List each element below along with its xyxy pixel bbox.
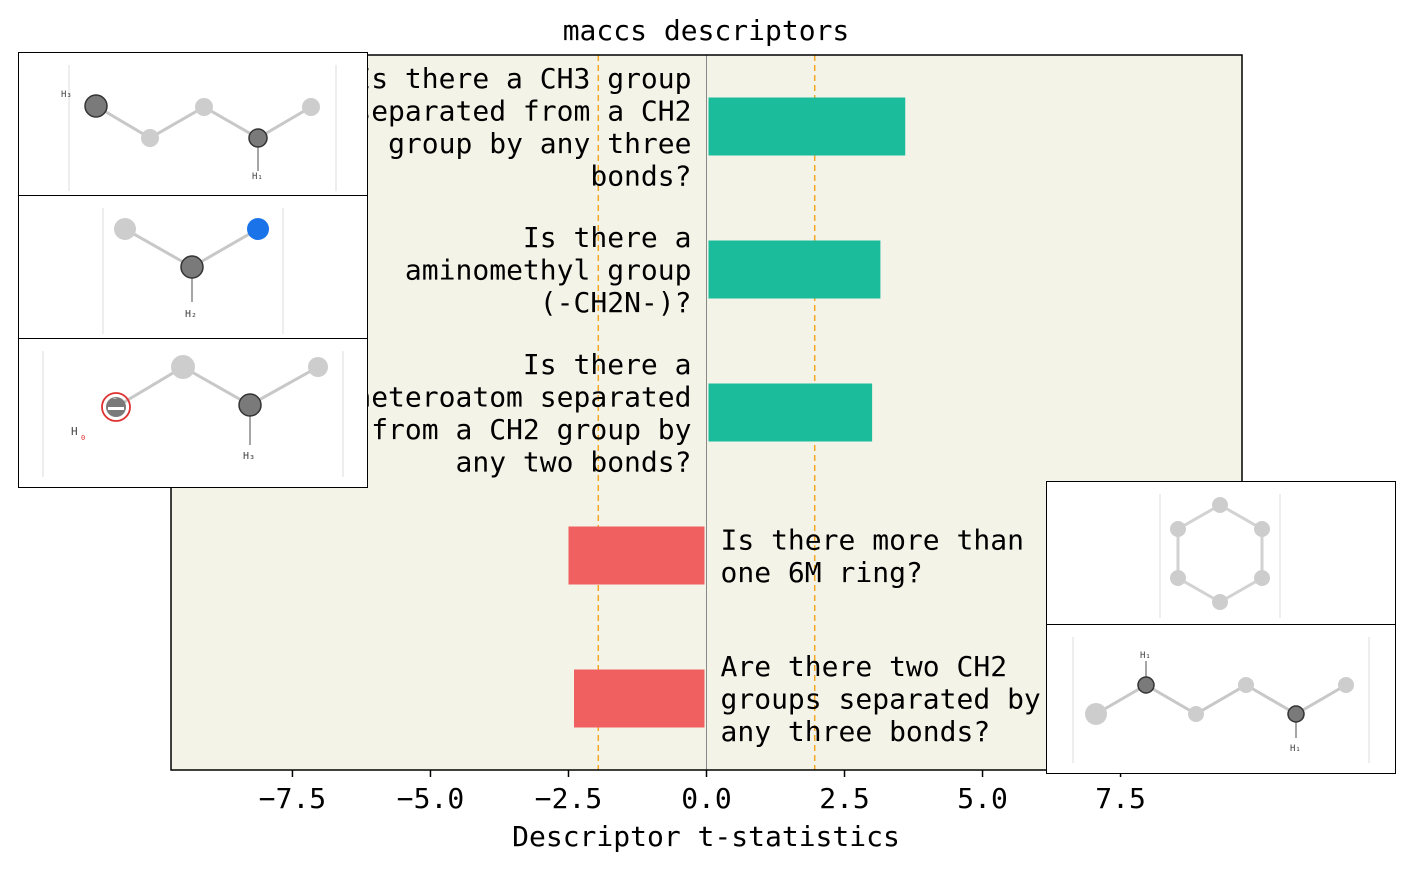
x-axis-label: Descriptor t-statistics (512, 820, 900, 853)
svg-text:H: H (71, 425, 78, 438)
molecule-image-2: H₂ (18, 195, 368, 339)
bar-2 (708, 240, 881, 299)
svg-text:H₂: H₂ (185, 309, 197, 320)
svg-text:−: − (113, 395, 117, 402)
x-tick-label-2: −5.0 (397, 782, 464, 815)
bar-label-2: Is there a aminomethyl group (-CH2N-)? (405, 221, 692, 319)
bars (568, 97, 906, 728)
bar-label-4: Is there more than one 6M ring? (721, 523, 1024, 589)
x-tick-label-5: 2.5 (819, 782, 870, 815)
molecule-image-1: H₃ H₁ (18, 52, 368, 196)
x-tick-label-7: 7.5 (1095, 782, 1146, 815)
x-tick-label-4: 0.0 (681, 782, 732, 815)
x-tick-label-6: 5.0 (957, 782, 1008, 815)
molecule-benzene-ring-icon (1159, 494, 1281, 618)
svg-text:H₁: H₁ (1290, 744, 1301, 754)
molecule-image-5: H₁ H₁ (1046, 624, 1396, 774)
bar-4 (568, 526, 705, 585)
bar-labels: Is there a CH3 group separated from a CH2… (354, 62, 1040, 748)
bar-5 (574, 669, 705, 728)
molecule-image-4 (1046, 481, 1396, 625)
molecule-two-ch2-three-bonds-icon: H₁ H₁ (1072, 637, 1370, 763)
threshold-lines (597, 55, 816, 770)
molecule-heteroatom-ch2-icon: H 0 H₃ − (42, 351, 344, 477)
bar-3 (708, 383, 873, 442)
bar-1 (708, 97, 906, 156)
x-tick-label-3: −2.5 (535, 782, 602, 815)
svg-text:H₁: H₁ (1140, 651, 1151, 661)
bar-label-5: Are there two CH2 groups separated by any … (721, 650, 1041, 748)
svg-text:H₃: H₃ (243, 451, 255, 462)
molecule-aminomethyl-icon: H₂ (102, 208, 284, 334)
svg-text:H₃: H₃ (61, 90, 72, 100)
molecule-ch3-ch2-three-bonds-icon: H₃ H₁ (61, 65, 337, 191)
svg-text:H₁: H₁ (252, 172, 263, 182)
bar-label-3: Is there a heteroatom separated from a CH2… (354, 348, 691, 479)
x-axis: −7.5 −5.0 −2.5 0.0 2.5 5.0 7.5 (259, 770, 1146, 815)
x-tick-label-1: −7.5 (259, 782, 326, 815)
molecule-image-3: H 0 H₃ − (18, 338, 368, 488)
svg-text:0: 0 (81, 434, 85, 442)
chart-title: maccs descriptors (563, 14, 850, 47)
bar-label-1: Is there a CH3 group separated from a CH2… (354, 62, 691, 193)
